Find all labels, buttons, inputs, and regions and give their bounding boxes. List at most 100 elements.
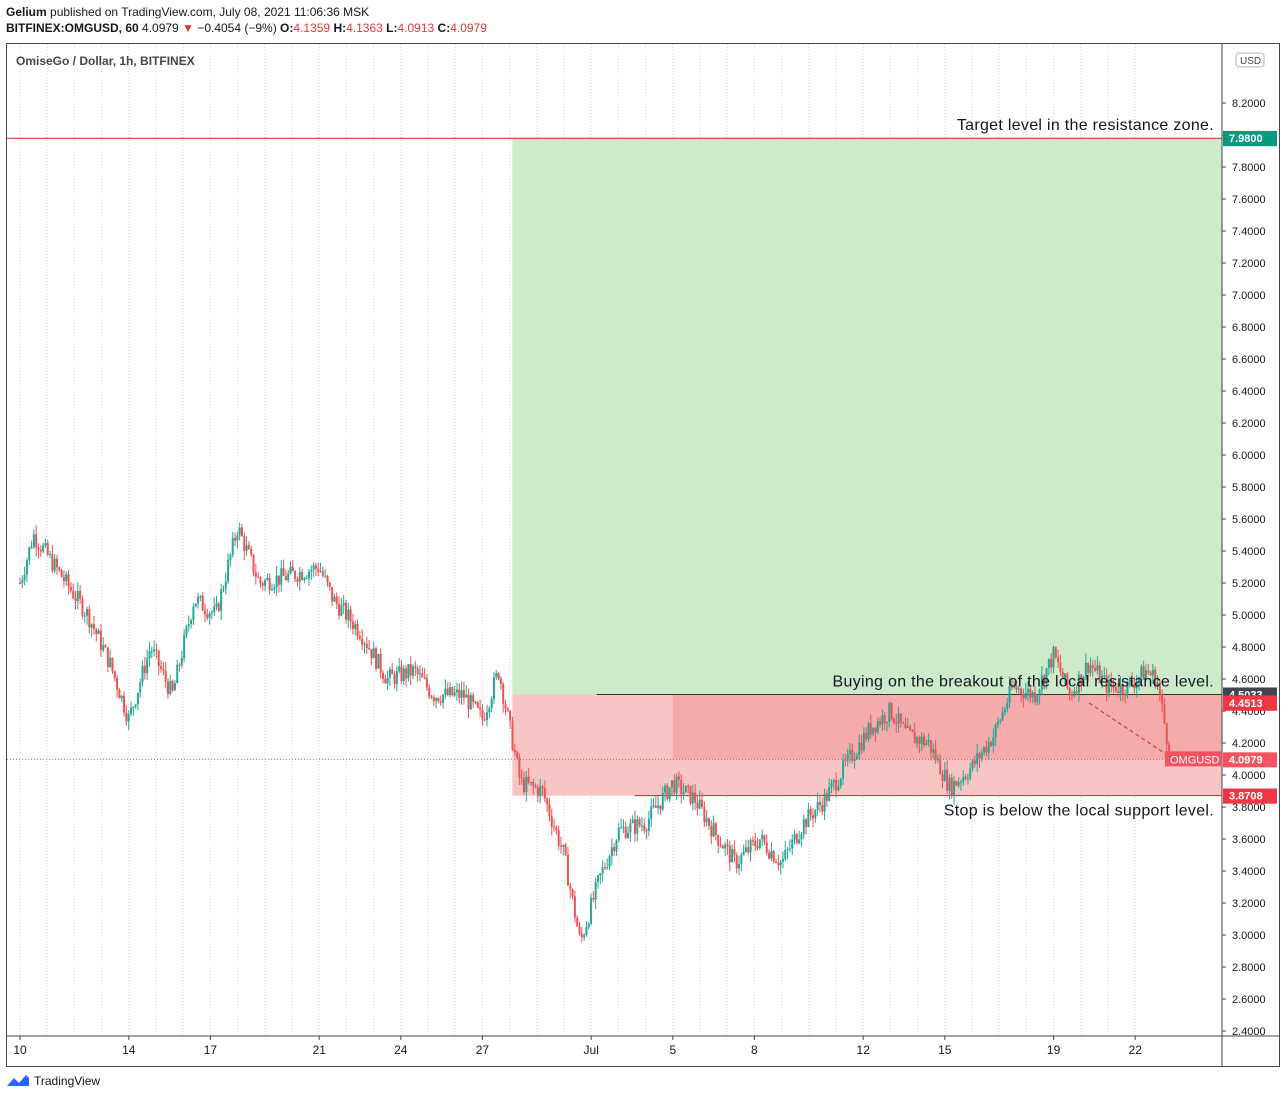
- candle-body: [490, 699, 493, 709]
- candle-body: [1124, 693, 1127, 696]
- publisher-name[interactable]: Gelium: [6, 5, 47, 19]
- candle-body: [250, 549, 253, 555]
- candle-body: [495, 673, 498, 678]
- candle-body: [883, 715, 886, 724]
- candle-body: [569, 885, 572, 890]
- candle-body: [1031, 692, 1034, 698]
- candle-body: [134, 704, 137, 707]
- candle-body: [629, 822, 632, 833]
- candle-body: [608, 856, 611, 867]
- candle-body: [751, 840, 754, 842]
- candle-body: [536, 787, 539, 797]
- time-tick-label: Jul: [584, 1043, 599, 1057]
- candle-body: [520, 777, 523, 779]
- candle-body: [955, 781, 958, 786]
- chart-panel[interactable]: OmiseGo / Dollar, 1h, BITFINEX Target lev…: [6, 43, 1280, 1067]
- candle-body: [1015, 685, 1018, 690]
- candle-body: [481, 709, 484, 720]
- candle-body: [548, 804, 551, 817]
- candle-body: [957, 782, 960, 786]
- candle-body: [1070, 694, 1073, 696]
- candle-body: [710, 825, 713, 837]
- candle-body: [268, 577, 271, 591]
- candle-body: [603, 867, 606, 869]
- candle-body: [1110, 679, 1113, 687]
- candle-body: [497, 673, 500, 679]
- price-tick-label: 4.6000: [1232, 674, 1266, 686]
- candle-body: [876, 721, 879, 733]
- candle-body: [983, 746, 986, 753]
- candle-body: [502, 684, 505, 704]
- candle-body: [513, 749, 516, 753]
- candle-body: [620, 827, 623, 829]
- price-tick-label: 3.4000: [1232, 866, 1266, 878]
- candle-body: [157, 650, 160, 667]
- candle-body: [1107, 679, 1110, 693]
- candle-body: [287, 573, 290, 581]
- candle-body: [869, 723, 872, 735]
- price-chart[interactable]: OmiseGo / Dollar, 1h, BITFINEX Target lev…: [7, 44, 1279, 1066]
- price-tick-label: 6.0000: [1232, 450, 1266, 462]
- candle-body: [153, 649, 156, 652]
- price-tick-label: 2.4000: [1232, 1026, 1266, 1038]
- candle-body: [916, 737, 919, 744]
- price-label-box: [1223, 695, 1277, 711]
- price-label-text: 3.8708: [1229, 791, 1263, 803]
- candle-body: [636, 819, 639, 834]
- candle-body: [874, 727, 877, 733]
- candle-body: [28, 547, 31, 561]
- candle-body: [83, 615, 86, 617]
- candle-body: [398, 666, 401, 672]
- candle-body: [647, 818, 650, 831]
- candle-body: [571, 889, 574, 897]
- candle-body: [1158, 682, 1161, 694]
- candle-body: [719, 845, 722, 847]
- tradingview-brand[interactable]: TradingView: [34, 1074, 101, 1088]
- candle-body: [220, 589, 223, 611]
- candle-body: [1147, 670, 1150, 673]
- candle-body: [1105, 675, 1108, 693]
- candle-body: [58, 567, 61, 570]
- candle-body: [1010, 685, 1013, 688]
- candle-body: [1075, 691, 1078, 694]
- candle-body: [661, 792, 664, 810]
- candle-body: [446, 688, 449, 695]
- candle-body: [95, 629, 98, 634]
- candle-body: [418, 673, 421, 675]
- candle-body: [684, 785, 687, 793]
- candle-body: [178, 664, 181, 666]
- candle-body: [791, 839, 794, 849]
- candle-body: [890, 702, 893, 719]
- candle-body: [65, 574, 68, 582]
- candle-body: [1098, 665, 1101, 683]
- candle-body: [319, 570, 322, 572]
- candle-body: [506, 708, 509, 711]
- candle-body: [169, 681, 172, 695]
- price-tick-label: 6.6000: [1232, 354, 1266, 366]
- candle-body: [523, 778, 526, 793]
- candle-body: [224, 581, 227, 589]
- candle-body: [585, 927, 588, 936]
- time-tick-label: 24: [394, 1043, 408, 1057]
- candle-body: [51, 553, 54, 571]
- candle-body: [805, 819, 808, 828]
- candle-body: [81, 598, 84, 616]
- candle-body: [932, 749, 935, 753]
- candle-body: [1050, 659, 1053, 668]
- candle-body: [985, 746, 988, 753]
- candle-body: [53, 558, 56, 571]
- candle-body: [902, 722, 905, 724]
- candle-body: [412, 666, 415, 676]
- price-tick-label: 5.4000: [1232, 546, 1266, 558]
- candle-body: [740, 854, 743, 864]
- candle-body: [610, 847, 613, 857]
- candle-body: [566, 854, 569, 886]
- candle-body: [379, 653, 382, 673]
- price-tick-label: 7.6000: [1232, 194, 1266, 206]
- candle-body: [391, 669, 394, 675]
- time-tick-label: 19: [1047, 1043, 1061, 1057]
- candle-body: [1165, 723, 1168, 745]
- price-label-text: 7.9800: [1229, 133, 1263, 145]
- candle-body: [664, 785, 667, 793]
- candle-body: [372, 648, 375, 659]
